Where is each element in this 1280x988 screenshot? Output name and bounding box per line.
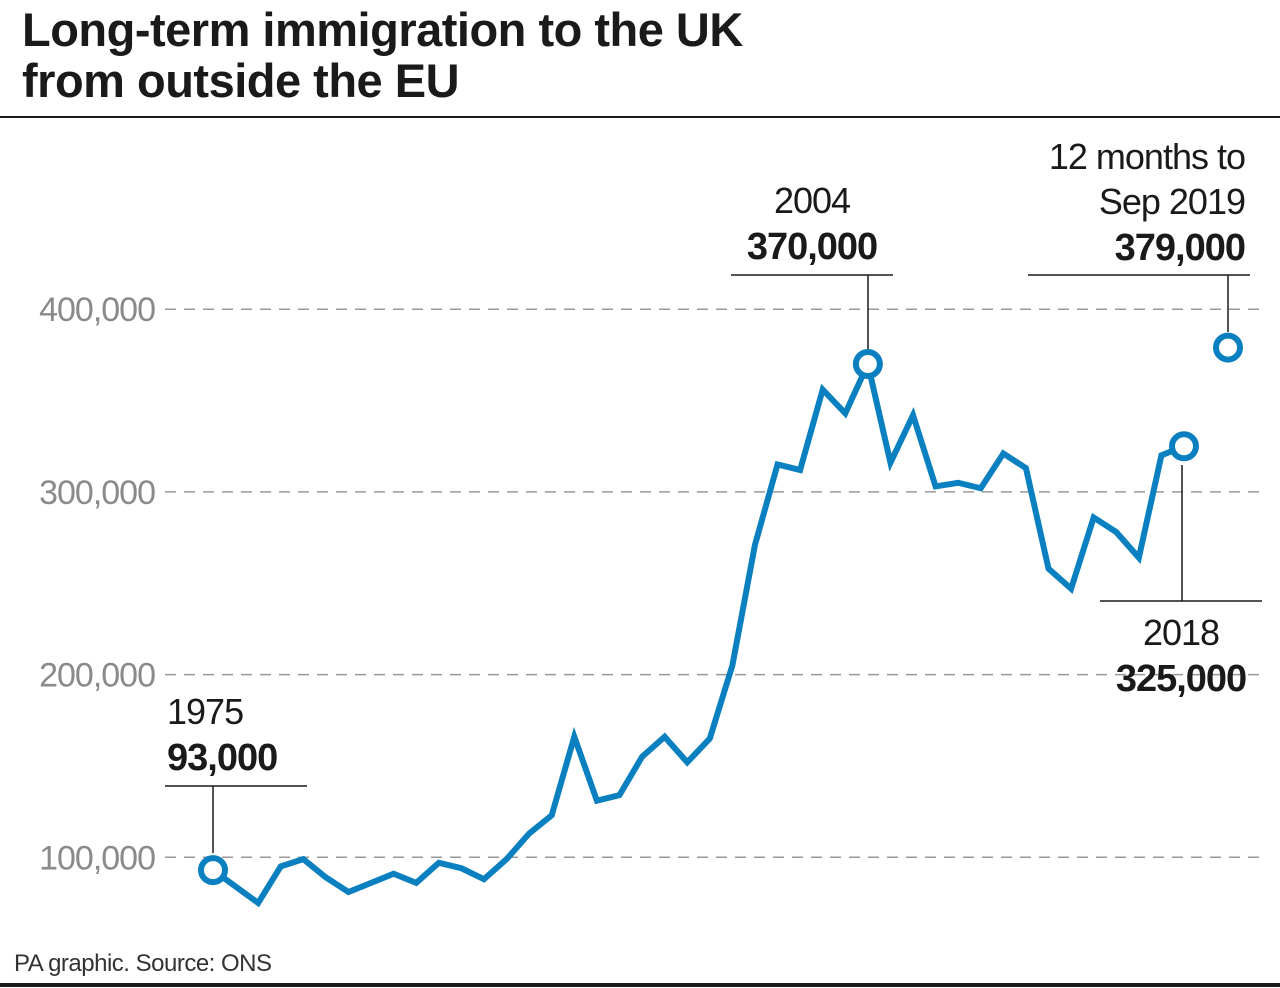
y-tick-label: 300,000 [39,474,155,512]
annotation-2018-value: 325,000 [1116,658,1246,700]
title-line-1: Long-term immigration to the UK [22,3,743,56]
annotation-leaders [165,274,1262,853]
gridlines [165,308,1265,859]
y-tick-label: 200,000 [39,657,155,695]
highlight-marker-2004 [852,349,883,380]
series-line [211,354,1186,908]
y-tick-label: 400,000 [39,291,155,329]
annotation-2004-value: 370,000 [747,226,877,268]
y-tick-labels: 100,000 200,000 300,000 400,000 [39,291,156,877]
annotation-2019-line2: Sep 2019 [1099,181,1245,222]
annotation-1975-year: 1975 [167,691,243,732]
title-line-2: from outside the EU [22,54,460,107]
chart-title: Long-term immigration to the UK from out… [22,4,743,106]
highlight-marker-1975 [198,855,228,886]
y-tick-label: 100,000 [39,839,155,877]
highlight-marker-sep-2019 [1213,332,1243,363]
source-credit: PA graphic. Source: ONS [14,950,272,977]
highlight-marker-2018 [1169,431,1199,462]
annotation-1975-value: 93,000 [167,737,277,779]
series [198,332,1243,908]
annotation-2019-line1: 12 months to [1049,136,1245,177]
annotation-2019-value: 379,000 [1115,227,1245,269]
annotation-2018-year: 2018 [1143,612,1219,653]
annotation-2004-year: 2004 [774,180,850,221]
